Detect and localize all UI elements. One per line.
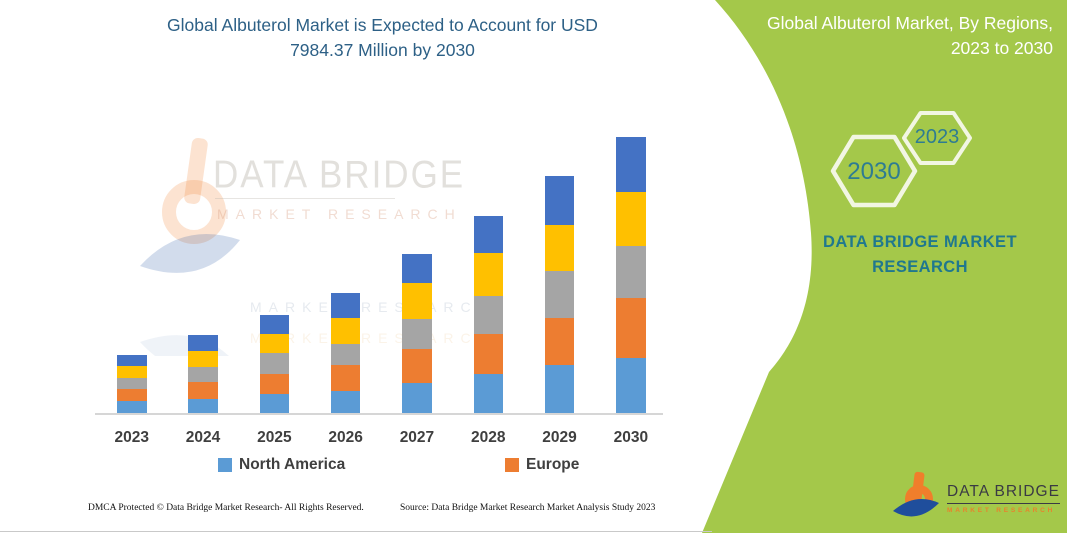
bar-segment — [544, 271, 575, 318]
brand-logo-b-icon — [893, 471, 939, 517]
hexagon-2030-icon — [830, 134, 918, 208]
bar-segment — [616, 298, 646, 358]
bar-segment — [544, 176, 575, 225]
legend-item: North America — [218, 456, 345, 474]
bar-segment — [473, 334, 503, 374]
bar-segment — [330, 364, 361, 391]
bar-segment — [402, 382, 432, 413]
chart-title: Global Albuterol Market is Expected to A… — [95, 13, 670, 63]
x-axis-line — [95, 413, 663, 415]
brand-logo: DATA BRIDGE MARKET RESEARCH — [893, 470, 1063, 526]
bar-segment — [259, 373, 290, 394]
bar-segment — [402, 283, 432, 319]
bar-segment — [117, 366, 147, 379]
bar-segment — [259, 314, 290, 334]
bar-segment — [330, 390, 361, 413]
x-axis-label: 2028 — [471, 429, 506, 446]
x-axis-label: 2030 — [613, 429, 649, 446]
bar-segment — [473, 374, 503, 413]
x-axis-label: 2026 — [328, 429, 363, 446]
watermark-logo-icon — [140, 137, 260, 356]
bar-segment — [616, 246, 646, 299]
brand-heading-line2: RESEARCH — [872, 258, 968, 276]
bar-segment — [544, 318, 575, 365]
bar-segment — [402, 254, 432, 284]
x-axis-label: 2024 — [185, 429, 221, 446]
bar-segment — [188, 335, 218, 351]
watermark-subtitle: MARKET RESEARCH — [217, 206, 462, 222]
footer-source: Source: Data Bridge Market Research Mark… — [400, 503, 656, 513]
bar-segment — [616, 358, 646, 413]
bar-segment — [473, 215, 503, 253]
bar-segment — [188, 382, 218, 399]
legend-item: Europe — [505, 456, 579, 474]
legend-label: North America — [239, 456, 346, 473]
bar-segment — [117, 354, 147, 367]
bar-segment — [259, 352, 290, 374]
bar-segment — [259, 333, 290, 353]
footer-copyright: DMCA Protected © Data Bridge Market Rese… — [88, 503, 364, 513]
stacked-bar-chart: Global Albuterol Market is Expected to A… — [95, 13, 670, 474]
bar-segment — [544, 365, 575, 413]
bar-segment — [544, 224, 575, 272]
brand-heading-line1: DATA BRIDGE MARKET — [823, 233, 1017, 251]
hexagon-2023-icon — [902, 111, 972, 165]
bar-segment — [330, 318, 361, 344]
chart-title-line1: Global Albuterol Market is Expected to A… — [167, 15, 598, 35]
bar-segment — [473, 252, 503, 296]
bar-segment — [473, 295, 503, 334]
bar-segment — [330, 344, 361, 365]
green-panel-path — [702, 0, 1067, 533]
bar-segment — [188, 350, 218, 367]
bar-segment — [188, 399, 218, 413]
legend-swatch — [218, 458, 232, 472]
bar-segment — [402, 318, 432, 349]
bar-segment — [117, 389, 147, 401]
brand-heading: DATA BRIDGE MARKET RESEARCH — [810, 230, 1030, 280]
legend-label: Europe — [526, 456, 580, 473]
bar-segment — [330, 293, 361, 318]
bar-segment — [188, 366, 218, 383]
x-axis-label: 2027 — [399, 429, 435, 446]
chart-title-line2: 7984.37 Million by 2030 — [290, 40, 475, 60]
right-panel-title-line2: 2023 to 2030 — [950, 38, 1053, 58]
right-panel-title-line1: Global Albuterol Market, By Regions, — [767, 13, 1053, 33]
brand-logo-subtitle: MARKET RESEARCH — [947, 506, 1056, 514]
bar-segment — [259, 393, 290, 413]
x-axis-label: 2025 — [257, 429, 292, 446]
hexagon-2023-year-label: 2023 — [914, 126, 960, 148]
right-panel-title: Global Albuterol Market, By Regions, 202… — [733, 11, 1053, 61]
bar-segment — [616, 192, 646, 247]
bar-segment — [402, 348, 432, 383]
hexagon-2030-year-label: 2030 — [847, 158, 901, 185]
bar-segment — [616, 136, 646, 193]
watermark-title: DATA BRIDGE — [213, 153, 466, 197]
x-axis-label: 2029 — [542, 429, 577, 446]
bottom-border-line — [0, 531, 712, 532]
bar-segment — [117, 400, 147, 413]
watermark-divider — [215, 198, 395, 199]
brand-logo-swoosh-icon — [893, 498, 939, 517]
x-axis-label: 2023 — [114, 429, 149, 446]
legend-swatch — [505, 458, 519, 472]
brand-logo-wordmark: DATA BRIDGE — [947, 483, 1060, 504]
bar-segment — [117, 378, 147, 390]
